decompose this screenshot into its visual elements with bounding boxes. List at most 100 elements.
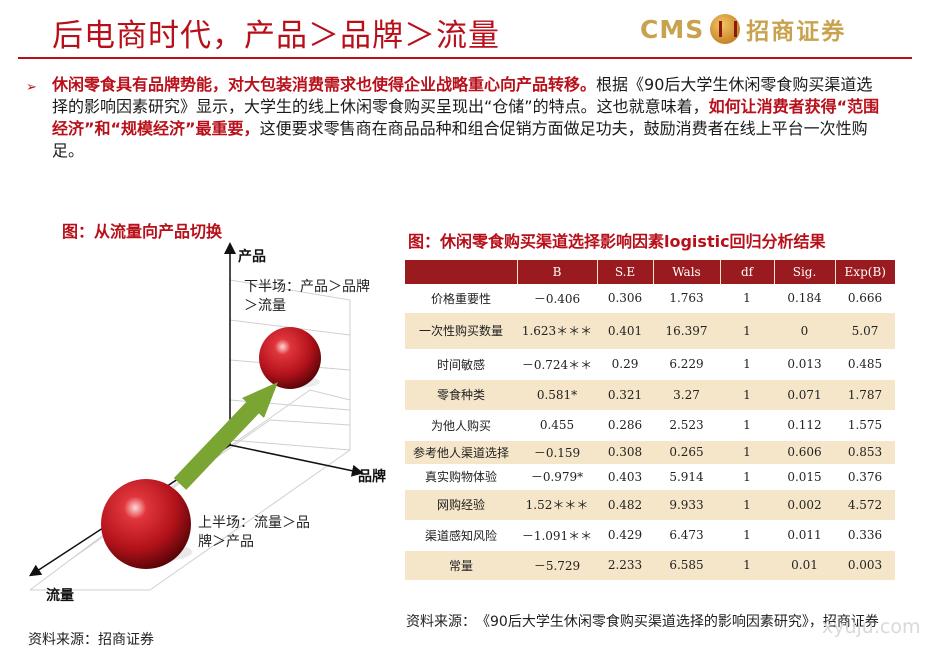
lower-sphere <box>101 479 191 569</box>
title-divider <box>18 57 912 59</box>
table-cell: 5.914 <box>669 469 704 484</box>
table-row-label: 零食种类 <box>436 388 485 402</box>
table-row-label: 渠道感知风险 <box>424 528 497 543</box>
table-cell: 0.112 <box>787 418 822 432</box>
axis-label-brand: 品牌 <box>358 469 386 485</box>
table-header-cell <box>405 260 517 284</box>
table-row-label: 一次性购买数量 <box>418 324 503 338</box>
table-row: 价格重要性 －0.406 0.306 1.763 1 0.184 0.666 <box>405 284 895 312</box>
table-cell: 2.523 <box>669 418 704 432</box>
table-cell: 1.575 <box>847 418 883 432</box>
source-note-right: 资料来源： 《90后大学生休闲零食购买渠道选择的影响因素研究》，招商证券 <box>406 614 879 630</box>
intro-paragraph: 休闲零食具有品牌势能，对大包装消费需求也使得企业战略重心向产品转移。根据《90后… <box>52 74 882 162</box>
table-row-label: 时间敏感 <box>436 357 485 372</box>
table-row-label: 参考他人渠道选择 <box>412 445 509 460</box>
table-row: 网购经验 1.52＊＊＊ 0.482 9.933 1 0.002 4.572 <box>405 489 895 520</box>
bullet-arrow-icon: ➢ <box>26 80 37 95</box>
upper-sphere <box>259 327 321 389</box>
logo-emblem-icon <box>710 14 741 44</box>
table-cell: 0.581* <box>536 387 578 402</box>
table-row-label: 常量 <box>448 558 473 573</box>
table-row: 时间敏感 －0.724＊＊ 0.29 6.229 1 0.013 0.485 <box>405 349 895 379</box>
table-cell: 0.308 <box>607 445 643 459</box>
intro-text-1: 根据《90后大学生休闲零食购买渠道选择的影响因素研究》显示，大学生的线上休闲零食… <box>52 75 873 116</box>
table-cell: 0.071 <box>787 387 822 402</box>
table-cell: 6.229 <box>669 357 704 371</box>
table-cell: 0.306 <box>607 291 643 305</box>
diagram-svg <box>28 242 364 591</box>
table-cell: 5.07 <box>851 323 879 338</box>
table-cell: 0.015 <box>787 469 822 484</box>
table-cell: 1 <box>743 418 751 432</box>
table-row: 真实购物体验 －0.979* 0.403 5.914 1 0.015 0.376 <box>405 464 895 489</box>
table-row-label: 为他人购买 <box>430 418 491 433</box>
table-header-cell: Wals <box>652 260 720 284</box>
intro-highlight-2: 如何让消费者获得“范围经济”和“规模经济”最重要， <box>52 97 880 138</box>
table-row: 一次性购买数量 1.623＊＊＊ 0.401 16.397 1 0 5.07 <box>405 312 895 349</box>
table-row: 为他人购买 0.455 0.286 2.523 1 0.112 1.575 <box>405 410 895 440</box>
table-cell: 1 <box>743 323 751 338</box>
table-cell: 9.933 <box>669 497 704 512</box>
table-cell: 1.52＊＊＊ <box>525 498 589 512</box>
table-header-cell: Exp(B) <box>834 260 895 284</box>
table-cell: 0.29 <box>611 357 639 371</box>
axis-right <box>229 444 364 477</box>
page-title: 后电商时代，产品＞品牌＞流量 <box>52 18 500 54</box>
table-cell: 0.003 <box>847 558 883 573</box>
right-figure-title: 图：休闲零食购买渠道选择影响因素logistic回归分析结果 <box>408 232 826 251</box>
table-cell: －0.724＊＊ <box>521 357 593 372</box>
table-cell: 0.286 <box>607 418 643 432</box>
table-row-label: 真实购物体验 <box>424 470 497 484</box>
table-header-cell: df <box>719 260 774 284</box>
table-cell: 0.011 <box>787 528 822 542</box>
table-cell: 4.572 <box>847 497 883 512</box>
table-cell: 0.403 <box>607 469 643 484</box>
table-cell: 0.265 <box>669 445 704 459</box>
table-cell: －0.159 <box>533 445 581 460</box>
axis-label-traffic: 流量 <box>46 588 74 604</box>
green-arrow-icon <box>173 382 278 490</box>
table-row: 常量 －5.729 2.233 6.585 1 0.01 0.003 <box>405 550 895 580</box>
table-cell: 1 <box>743 291 751 305</box>
table-cell: 1.623＊＊＊ <box>521 324 593 338</box>
table-cell: 1 <box>743 497 751 512</box>
table-cell: 0.853 <box>847 445 883 459</box>
note-second-half: 下半场：产品＞品牌＞流量 <box>244 279 370 314</box>
table-cell: 1 <box>743 445 751 459</box>
table-cell: 0.184 <box>787 291 822 305</box>
watermark: xyuju.com <box>822 616 921 638</box>
table-cell: 0.376 <box>847 469 883 484</box>
table-cell: 0.482 <box>607 497 643 512</box>
table-cell: 0.321 <box>607 387 643 402</box>
table-cell: 0.002 <box>787 497 822 512</box>
table-cell: 1 <box>743 387 751 402</box>
table-cell: 3.27 <box>673 387 700 402</box>
table-row-label: 价格重要性 <box>430 291 491 306</box>
table-cell: 0.606 <box>787 445 822 459</box>
table-row-label: 网购经验 <box>436 498 485 512</box>
logo-latin-text: CMS <box>640 14 705 44</box>
source-note-left: 资料来源：招商证券 <box>28 632 154 648</box>
table-cell: －0.979* <box>530 470 584 484</box>
table-cell: 6.473 <box>669 528 704 542</box>
table-row: 参考他人渠道选择 －0.159 0.308 0.265 1 0.606 0.853 <box>405 440 895 464</box>
left-figure-title: 图：从流量向产品切换 <box>62 222 223 241</box>
note-first-half: 上半场：流量＞品牌＞产品 <box>198 515 310 550</box>
cms-logo: CMS 招商证券 <box>640 12 846 46</box>
table-cell: 1 <box>743 558 751 573</box>
table-cell: 1 <box>743 528 751 542</box>
table-cell: 6.585 <box>669 558 704 573</box>
axis-label-product: 产品 <box>238 249 266 265</box>
table-cell: －1.091＊＊ <box>521 528 593 543</box>
table-cell: 1.763 <box>669 291 704 305</box>
table-cell: 0.401 <box>607 323 643 338</box>
table-cell: －0.406 <box>533 291 581 306</box>
table-cell: 2.233 <box>607 558 643 573</box>
table-cell: 0.485 <box>847 357 883 371</box>
intro-highlight-1: 休闲零食具有品牌势能，对大包装消费需求也使得企业战略重心向产品转移。 <box>52 75 597 94</box>
table-cell: 0.013 <box>787 357 822 371</box>
table-cell: 0.01 <box>791 558 818 573</box>
table-cell: 1 <box>743 469 751 484</box>
table-cell: 0.429 <box>607 528 643 542</box>
table-cell: 0.455 <box>539 418 575 432</box>
